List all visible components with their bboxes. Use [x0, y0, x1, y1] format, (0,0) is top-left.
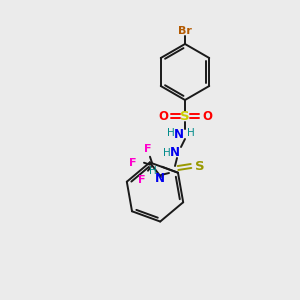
- Text: N: N: [170, 146, 180, 158]
- Text: O: O: [158, 110, 168, 122]
- Text: O: O: [202, 110, 212, 122]
- Text: H: H: [167, 128, 175, 138]
- Text: F: F: [144, 144, 152, 154]
- Text: Br: Br: [178, 26, 192, 36]
- Text: S: S: [180, 110, 190, 122]
- Text: F: F: [138, 175, 146, 185]
- Text: F: F: [129, 158, 137, 168]
- Text: H: H: [149, 166, 157, 176]
- Text: N: N: [155, 172, 165, 184]
- Text: N: N: [174, 128, 184, 140]
- Text: H: H: [187, 128, 195, 138]
- Text: S: S: [195, 160, 205, 172]
- Text: H: H: [163, 148, 171, 158]
